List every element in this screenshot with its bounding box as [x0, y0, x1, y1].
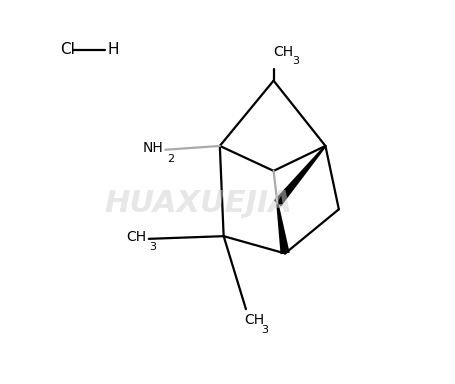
Polygon shape — [276, 204, 290, 254]
Text: Cl: Cl — [61, 42, 76, 58]
Text: 3: 3 — [262, 325, 268, 335]
Text: CH: CH — [244, 313, 264, 327]
Text: H: H — [108, 42, 119, 58]
Text: 3: 3 — [149, 242, 156, 252]
Polygon shape — [274, 145, 326, 207]
Text: CH: CH — [127, 230, 147, 244]
Text: 2: 2 — [167, 154, 174, 164]
Text: 3: 3 — [292, 56, 299, 66]
Text: CH: CH — [273, 45, 294, 59]
Text: HUAXUEJIA: HUAXUEJIA — [105, 189, 293, 218]
Text: NH: NH — [142, 141, 163, 155]
